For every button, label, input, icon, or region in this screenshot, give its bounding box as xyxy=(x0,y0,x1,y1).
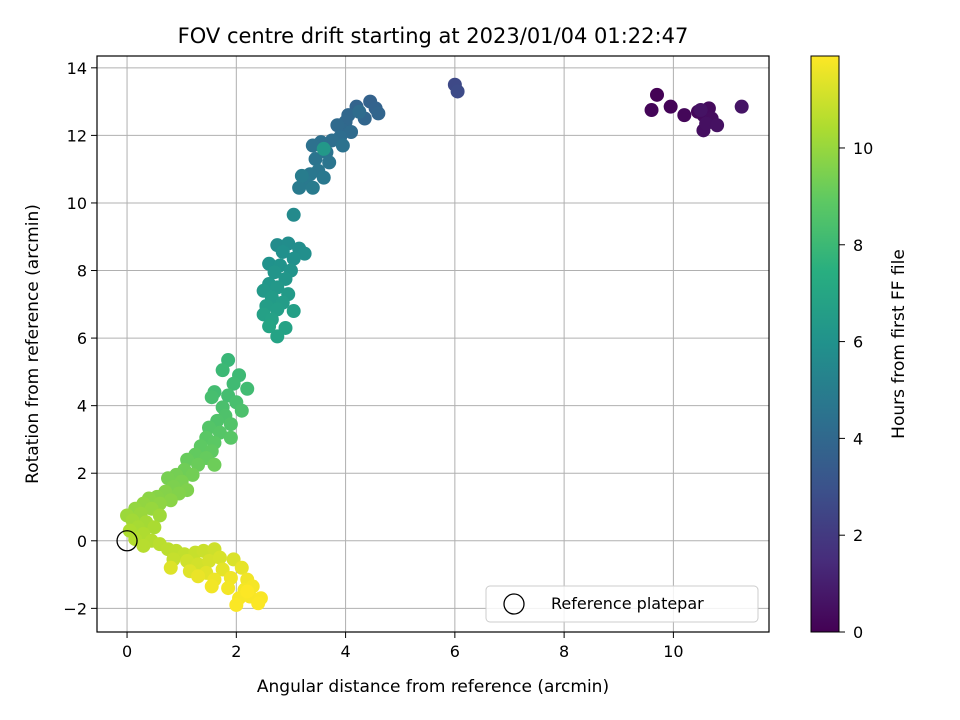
data-point xyxy=(262,319,277,334)
data-point xyxy=(191,569,206,584)
data-point xyxy=(322,155,337,170)
data-point xyxy=(305,138,320,153)
data-point xyxy=(335,138,350,153)
y-tick-label: 12 xyxy=(67,126,87,145)
data-points xyxy=(120,77,749,612)
data-point xyxy=(275,244,290,259)
y-tick-label: 10 xyxy=(67,194,87,213)
data-point xyxy=(185,467,200,482)
legend-marker xyxy=(503,593,525,615)
colorbar xyxy=(810,55,840,633)
data-point xyxy=(215,363,230,378)
colorbar-tick-label: 10 xyxy=(853,139,873,158)
data-point xyxy=(202,554,216,569)
data-point xyxy=(234,560,249,575)
y-tick-label: 14 xyxy=(67,59,87,78)
x-axis-label: Angular distance from reference (arcmin) xyxy=(257,677,609,697)
chart-title: FOV centre drift starting at 2023/01/04 … xyxy=(178,24,689,48)
x-tick-label: 0 xyxy=(122,642,132,661)
data-point xyxy=(267,265,282,280)
data-point xyxy=(136,538,151,553)
colorbar-ticks: 0 2 4 6 8 10 xyxy=(839,139,873,642)
data-point xyxy=(234,403,249,418)
data-point xyxy=(292,180,307,195)
data-point xyxy=(286,251,301,266)
y-tick-label: 6 xyxy=(77,329,87,348)
data-point xyxy=(251,596,266,611)
data-point xyxy=(204,579,219,594)
data-point xyxy=(693,103,708,118)
y-tick-label: 0 xyxy=(77,532,87,551)
data-point xyxy=(152,508,167,523)
legend-box xyxy=(485,585,759,623)
data-point xyxy=(221,581,236,596)
y-tick-label: −2 xyxy=(63,599,87,618)
data-point xyxy=(663,99,678,114)
data-point xyxy=(212,550,227,565)
data-point xyxy=(223,430,238,445)
data-point xyxy=(226,376,241,391)
y-tick-label: 4 xyxy=(77,397,87,416)
data-point xyxy=(734,99,749,114)
colorbar-tick-label: 0 xyxy=(853,623,863,642)
colorbar-tick-label: 4 xyxy=(853,429,863,448)
data-point xyxy=(344,125,359,140)
colorbar-tick-label: 8 xyxy=(853,236,863,255)
x-tick-label: 4 xyxy=(340,642,350,661)
colorbar-label: Hours from first FF file xyxy=(889,249,909,439)
data-point xyxy=(147,520,162,535)
data-point xyxy=(207,457,222,472)
data-point xyxy=(286,207,301,222)
data-point xyxy=(352,104,367,119)
x-tick-label: 6 xyxy=(450,642,460,661)
y-axis-label: Rotation from reference (arcmin) xyxy=(23,204,43,484)
data-point xyxy=(204,390,219,405)
grid-lines xyxy=(97,56,769,632)
data-point xyxy=(710,118,725,133)
y-axis-ticks: −2 0 2 4 6 8 10 12 14 xyxy=(63,59,97,618)
colorbar-tick-label: 2 xyxy=(853,526,863,545)
data-point xyxy=(163,493,178,508)
data-point xyxy=(650,87,664,102)
x-axis-ticks: 0 2 4 6 8 10 xyxy=(122,632,684,661)
data-point xyxy=(699,116,714,131)
data-point xyxy=(305,180,320,195)
y-tick-label: 2 xyxy=(77,464,87,483)
legend: Reference platepar xyxy=(485,585,759,623)
data-point xyxy=(240,381,255,396)
data-point xyxy=(371,106,386,121)
data-point xyxy=(644,103,659,118)
colorbar-tick-label: 6 xyxy=(853,333,863,352)
reference-point xyxy=(116,530,138,552)
data-point xyxy=(677,108,692,123)
data-point xyxy=(163,560,178,575)
data-point xyxy=(270,329,285,344)
data-point xyxy=(229,597,244,612)
data-point xyxy=(330,118,345,133)
data-point xyxy=(316,170,331,185)
x-tick-label: 10 xyxy=(663,642,683,661)
legend-label: Reference platepar xyxy=(551,594,704,613)
x-tick-label: 8 xyxy=(559,642,569,661)
data-point xyxy=(223,417,238,432)
data-point xyxy=(308,152,323,167)
data-point xyxy=(450,84,465,99)
data-point xyxy=(294,168,309,183)
data-point xyxy=(240,584,255,599)
y-tick-label: 8 xyxy=(77,262,87,281)
data-point xyxy=(286,304,301,319)
data-point xyxy=(297,246,312,261)
plot-frame xyxy=(96,55,770,633)
x-tick-label: 2 xyxy=(231,642,241,661)
reference-marker xyxy=(116,530,138,552)
data-point xyxy=(316,141,331,156)
